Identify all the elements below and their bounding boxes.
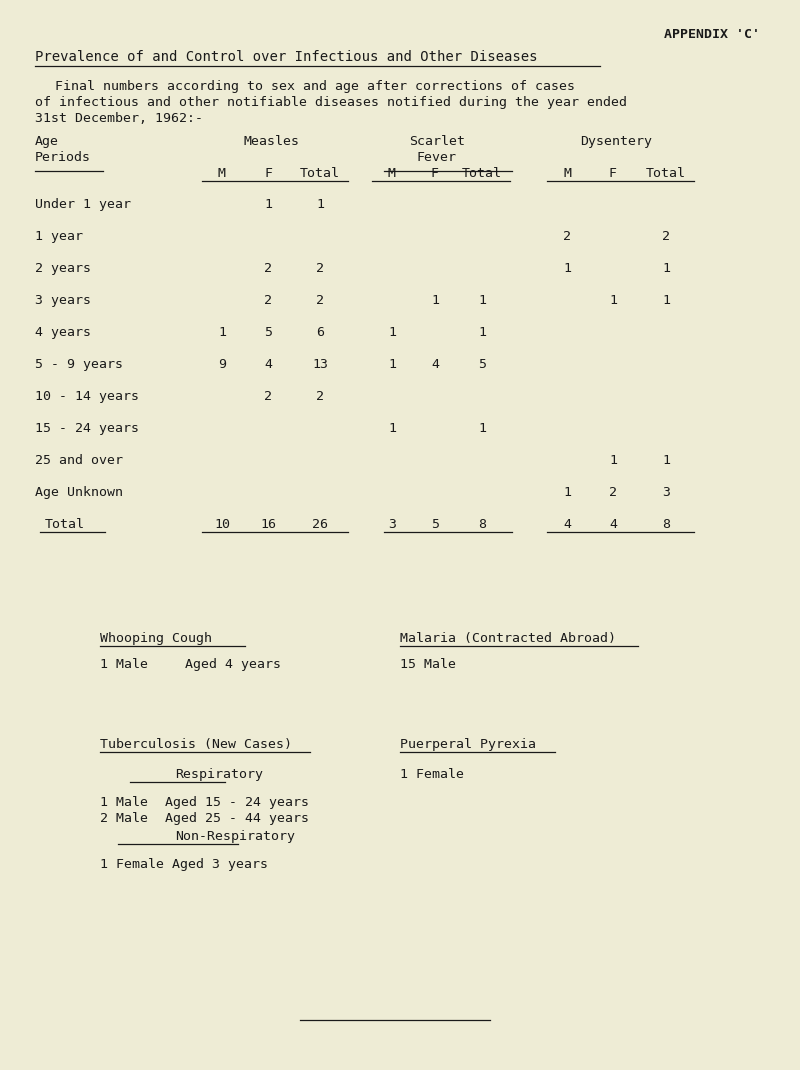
Text: 1: 1 [563, 262, 571, 275]
Text: Total: Total [646, 167, 686, 180]
Text: 10: 10 [214, 518, 230, 531]
Text: Puerperal Pyrexia: Puerperal Pyrexia [400, 738, 536, 751]
Text: Measles: Measles [243, 135, 299, 148]
Text: 8: 8 [478, 518, 486, 531]
Text: 5: 5 [478, 358, 486, 371]
Text: 1 year: 1 year [35, 230, 83, 243]
Text: Aged 4 years: Aged 4 years [185, 658, 281, 671]
Text: Malaria (Contracted Abroad): Malaria (Contracted Abroad) [400, 632, 616, 645]
Text: Dysentery: Dysentery [580, 135, 652, 148]
Text: 2: 2 [316, 294, 324, 307]
Text: M: M [563, 167, 571, 180]
Text: 1: 1 [609, 294, 617, 307]
Text: 2: 2 [662, 230, 670, 243]
Text: 26: 26 [312, 518, 328, 531]
Text: Aged 25 - 44 years: Aged 25 - 44 years [165, 812, 309, 825]
Text: Tuberculosis (New Cases): Tuberculosis (New Cases) [100, 738, 292, 751]
Text: 2 Male: 2 Male [100, 812, 148, 825]
Text: 1: 1 [662, 454, 670, 467]
Text: 1 Male: 1 Male [100, 796, 148, 809]
Text: 5: 5 [431, 518, 439, 531]
Text: 1: 1 [218, 326, 226, 339]
Text: F: F [264, 167, 272, 180]
Text: Under 1 year: Under 1 year [35, 198, 131, 211]
Text: 1: 1 [388, 422, 396, 435]
Text: 31st December, 1962:-: 31st December, 1962:- [35, 112, 203, 125]
Text: M: M [388, 167, 396, 180]
Text: 3 years: 3 years [35, 294, 91, 307]
Text: 3: 3 [388, 518, 396, 531]
Text: 2: 2 [264, 294, 272, 307]
Text: Final numbers according to sex and age after corrections of cases: Final numbers according to sex and age a… [55, 80, 575, 93]
Text: Non-Respiratory: Non-Respiratory [175, 830, 295, 843]
Text: Fever: Fever [417, 151, 457, 164]
Text: 8: 8 [662, 518, 670, 531]
Text: 6: 6 [316, 326, 324, 339]
Text: F: F [609, 167, 617, 180]
Text: 1: 1 [563, 486, 571, 499]
Text: 1: 1 [388, 358, 396, 371]
Text: 2: 2 [264, 389, 272, 403]
Text: 1: 1 [431, 294, 439, 307]
Text: 4: 4 [431, 358, 439, 371]
Text: Total: Total [300, 167, 340, 180]
Text: 5 - 9 years: 5 - 9 years [35, 358, 123, 371]
Text: APPENDIX 'C': APPENDIX 'C' [664, 28, 760, 41]
Text: Respiratory: Respiratory [175, 768, 263, 781]
Text: Scarlet: Scarlet [409, 135, 465, 148]
Text: 4: 4 [264, 358, 272, 371]
Text: 1: 1 [316, 198, 324, 211]
Text: 2 years: 2 years [35, 262, 91, 275]
Text: 10 - 14 years: 10 - 14 years [35, 389, 139, 403]
Text: 1: 1 [609, 454, 617, 467]
Text: Aged 15 - 24 years: Aged 15 - 24 years [165, 796, 309, 809]
Text: F: F [431, 167, 439, 180]
Text: 2: 2 [316, 262, 324, 275]
Text: 4: 4 [609, 518, 617, 531]
Text: of infectious and other notifiable diseases notified during the year ended: of infectious and other notifiable disea… [35, 96, 627, 109]
Text: Periods: Periods [35, 151, 91, 164]
Text: 4 years: 4 years [35, 326, 91, 339]
Text: 1: 1 [478, 294, 486, 307]
Text: 9: 9 [218, 358, 226, 371]
Text: Prevalence of and Control over Infectious and Other Diseases: Prevalence of and Control over Infectiou… [35, 50, 538, 64]
Text: 1: 1 [388, 326, 396, 339]
Text: 1 Female Aged 3 years: 1 Female Aged 3 years [100, 858, 268, 871]
Text: 2: 2 [316, 389, 324, 403]
Text: 3: 3 [662, 486, 670, 499]
Text: 2: 2 [264, 262, 272, 275]
Text: 2: 2 [563, 230, 571, 243]
Text: 1: 1 [662, 262, 670, 275]
Text: 2: 2 [609, 486, 617, 499]
Text: 16: 16 [260, 518, 276, 531]
Text: 5: 5 [264, 326, 272, 339]
Text: Total: Total [462, 167, 502, 180]
Text: 1: 1 [662, 294, 670, 307]
Text: Total: Total [45, 518, 85, 531]
Text: 13: 13 [312, 358, 328, 371]
Text: 4: 4 [563, 518, 571, 531]
Text: 25 and over: 25 and over [35, 454, 123, 467]
Text: 1 Female: 1 Female [400, 768, 464, 781]
Text: M: M [218, 167, 226, 180]
Text: 15 - 24 years: 15 - 24 years [35, 422, 139, 435]
Text: 1 Male: 1 Male [100, 658, 148, 671]
Text: 1: 1 [478, 422, 486, 435]
Text: 1: 1 [264, 198, 272, 211]
Text: Age: Age [35, 135, 59, 148]
Text: 1: 1 [478, 326, 486, 339]
Text: Age Unknown: Age Unknown [35, 486, 123, 499]
Text: 15 Male: 15 Male [400, 658, 456, 671]
Text: Whooping Cough: Whooping Cough [100, 632, 212, 645]
